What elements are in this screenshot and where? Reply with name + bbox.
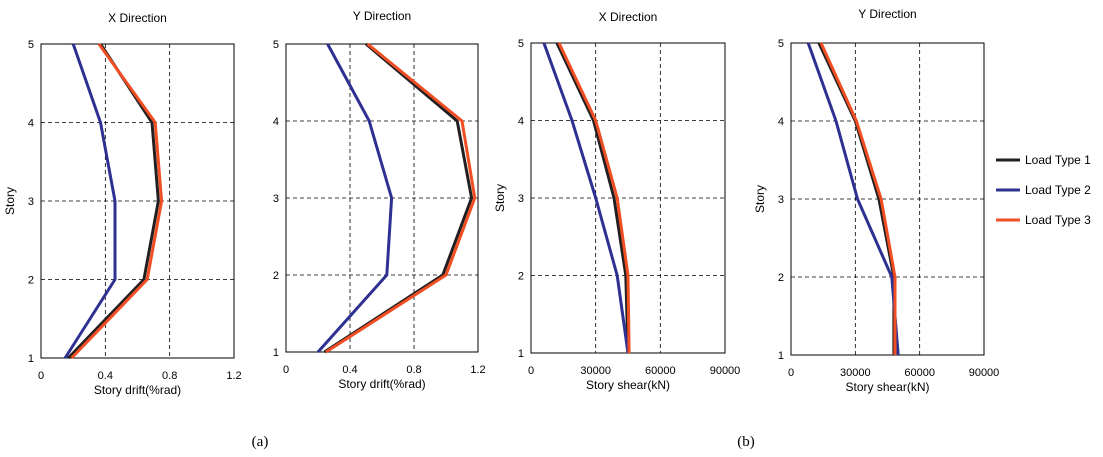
x-tick-label: 0 [283, 364, 289, 376]
x-tick-label: 0 [788, 367, 794, 379]
legend-label-load-type-3: Load Type 3 [1025, 213, 1091, 227]
x-tick-label: 60000 [904, 367, 935, 379]
y-tick-label: 2 [778, 272, 784, 284]
plot-frame [285, 43, 479, 353]
x-tick-label: 0.4 [342, 364, 357, 376]
y-tick-label: 4 [28, 118, 34, 130]
y-tick-label: 3 [778, 194, 784, 206]
x-axis-label: Story shear(kN) [845, 380, 929, 394]
plots-group: 0 0.4 0.8 1.2 1 2 3 4 5 X Direction Story drift(%r… [3, 7, 999, 397]
y-tick-label: 4 [778, 116, 784, 128]
series-line-load-type-3 [557, 42, 631, 354]
y-tick-label: 3 [518, 193, 524, 205]
y-axis-label: Story [3, 187, 17, 215]
y-tick-label: 1 [778, 350, 784, 362]
y-tick-label: 3 [273, 193, 279, 205]
panel-label-b: (b) [737, 434, 755, 450]
chart-title: X Direction [108, 11, 167, 25]
legend: Load Type 1 Load Type 2 Load Type 3 [996, 153, 1091, 227]
chart-title: X Direction [599, 10, 658, 24]
x-tick-label: 1.2 [470, 364, 485, 376]
y-tick-label: 4 [273, 116, 279, 128]
x-tick-label: 1.2 [226, 370, 241, 382]
y-tick-label: 5 [273, 39, 279, 51]
legend-label-load-type-2: Load Type 2 [1025, 183, 1091, 197]
y-tick-label: 1 [518, 348, 524, 360]
y-tick-label: 2 [28, 275, 34, 287]
panel-label-a: (a) [252, 434, 269, 450]
x-tick-label: 0.4 [98, 370, 113, 382]
y-tick-label: 1 [28, 353, 34, 365]
chart-panel-3: 0 30000 60000 90000 1 2 3 4 5 X Direction Story sh… [493, 10, 740, 392]
series-line-load-type-2 [63, 43, 117, 359]
x-tick-label: 90000 [710, 365, 741, 377]
chart-panel-2: 0 0.4 0.8 1.2 1 2 3 4 5 Y Direction Story drift(%r… [273, 9, 486, 391]
y-tick-label: 2 [518, 271, 524, 283]
y-axis-label: Story [753, 185, 767, 213]
y-tick-label: 5 [28, 39, 34, 51]
x-tick-label: 90000 [969, 367, 1000, 379]
y-tick-label: 1 [273, 347, 279, 359]
plot-frame [790, 42, 985, 356]
series-line-load-type-2 [542, 42, 630, 354]
x-tick-label: 0 [38, 370, 44, 382]
x-tick-label: 0.8 [406, 364, 421, 376]
series-line-load-type-1 [555, 42, 630, 354]
y-tick-label: 3 [28, 196, 34, 208]
x-tick-label: 0.8 [162, 370, 177, 382]
legend-label-load-type-1: Load Type 1 [1025, 153, 1091, 167]
series-line-load-type-3 [819, 42, 897, 355]
y-axis-label: Story [493, 184, 507, 212]
y-tick-label: 4 [518, 116, 524, 128]
x-tick-label: 30000 [840, 367, 871, 379]
chart-panel-4: 0 30000 60000 90000 1 2 3 4 5 Y Direction Story sh… [753, 7, 999, 394]
chart-title: Y Direction [858, 7, 916, 21]
plot-frame [40, 43, 235, 359]
chart-panel-1: 0 0.4 0.8 1.2 1 2 3 4 5 X Direction Story drift(%r… [3, 11, 242, 397]
series-line-load-type-3 [70, 43, 164, 360]
x-tick-label: 0 [528, 365, 534, 377]
x-tick-label: 60000 [645, 365, 676, 377]
x-tick-label: 30000 [580, 365, 611, 377]
x-axis-label: Story drift(%rad) [338, 377, 425, 391]
series-line-load-type-2 [316, 43, 394, 353]
y-tick-label: 2 [273, 270, 279, 282]
x-axis-label: Story drift(%rad) [94, 383, 181, 397]
x-axis-label: Story shear(kN) [586, 378, 670, 392]
y-tick-label: 5 [778, 38, 784, 50]
series-line-load-type-3 [325, 42, 477, 354]
chart-title: Y Direction [353, 9, 411, 23]
y-tick-label: 5 [518, 38, 524, 50]
